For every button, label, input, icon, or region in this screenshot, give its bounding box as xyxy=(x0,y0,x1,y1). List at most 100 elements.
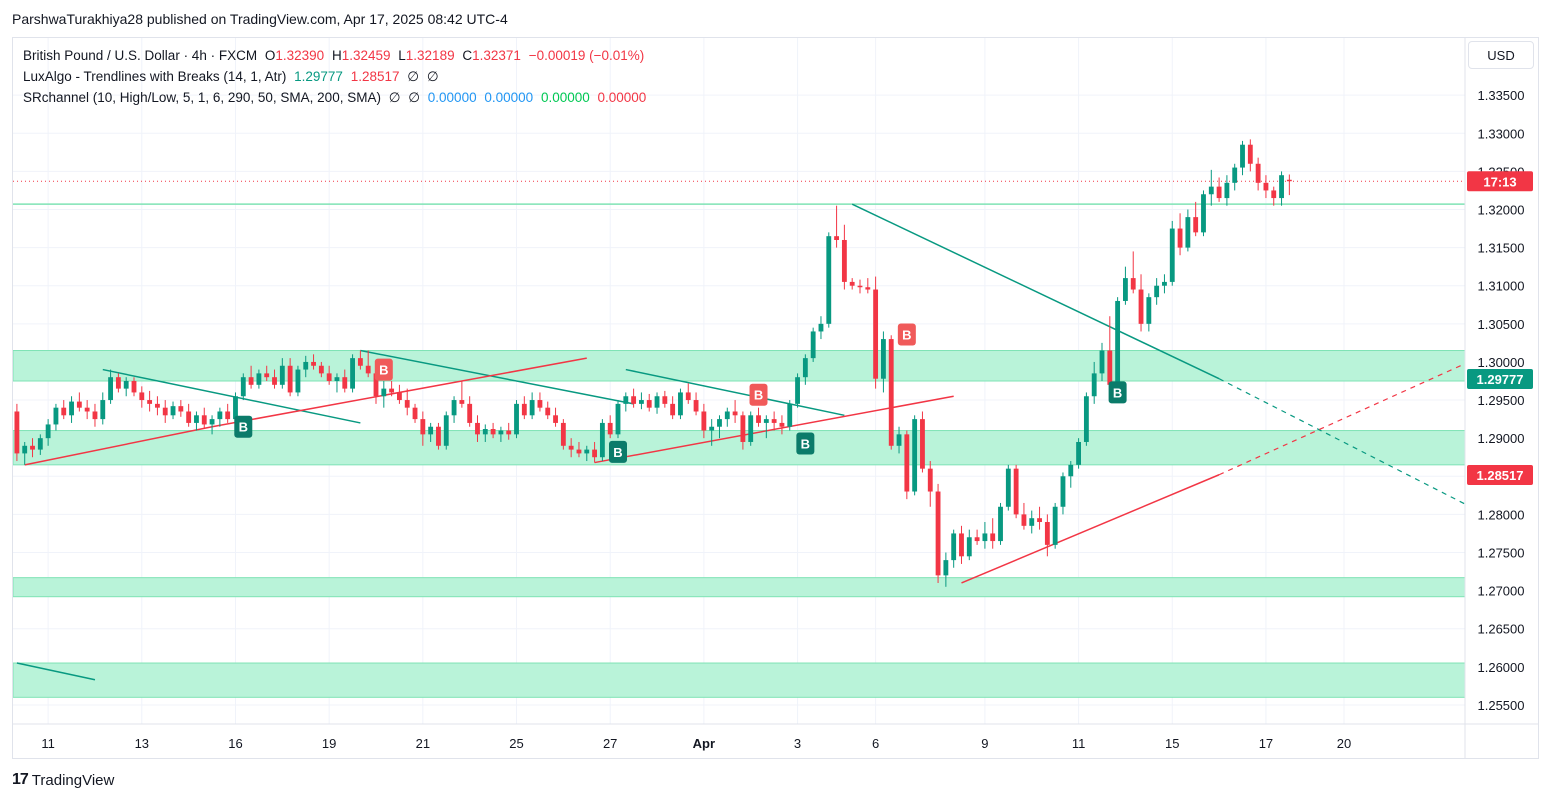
candle-body[interactable] xyxy=(1005,468,1011,507)
candle-body[interactable] xyxy=(537,400,543,408)
candle-body[interactable] xyxy=(982,533,988,542)
candle-body[interactable] xyxy=(428,426,434,435)
candle-body[interactable] xyxy=(1052,506,1058,545)
candle-body[interactable] xyxy=(693,400,699,412)
candle-body[interactable] xyxy=(100,400,106,420)
candle-body[interactable] xyxy=(631,396,637,404)
price-chart[interactable]: B B B B B B B 1.25500 1.26000 1.26500 1.27000 1.275… xyxy=(13,38,1538,758)
candle-body[interactable] xyxy=(1208,186,1214,195)
candle-body[interactable] xyxy=(451,400,457,416)
candle-body[interactable] xyxy=(592,449,598,458)
candle-body[interactable] xyxy=(357,358,363,366)
candle-body[interactable] xyxy=(76,401,82,408)
candle-body[interactable] xyxy=(506,430,512,435)
candle-body[interactable] xyxy=(990,533,996,542)
break-marker-down[interactable] xyxy=(374,358,393,381)
candle-body[interactable] xyxy=(30,445,35,450)
candle-body[interactable] xyxy=(701,411,707,431)
candle-body[interactable] xyxy=(873,289,879,379)
candle-body[interactable] xyxy=(22,445,28,454)
candle-body[interactable] xyxy=(1240,144,1245,168)
candle-body[interactable] xyxy=(162,407,168,416)
candle-body[interactable] xyxy=(1232,167,1238,183)
candle-body[interactable] xyxy=(514,403,519,435)
candle-body[interactable] xyxy=(178,406,184,412)
candle-body[interactable] xyxy=(670,403,676,416)
candle-body[interactable] xyxy=(1076,441,1082,465)
candle-body[interactable] xyxy=(490,429,496,435)
legend-srchannel-row[interactable]: SRchannel (10, High/Low, 5, 1, 6, 290, 5… xyxy=(23,87,650,108)
candle-body[interactable] xyxy=(920,419,925,469)
candle-body[interactable] xyxy=(147,400,153,404)
break-marker-up[interactable] xyxy=(609,440,627,463)
candle-body[interactable] xyxy=(1169,228,1175,282)
candle-body[interactable] xyxy=(279,365,285,385)
candle-body[interactable] xyxy=(131,381,137,393)
candle-body[interactable] xyxy=(108,377,114,401)
candle-body[interactable] xyxy=(646,400,652,408)
break-marker-down[interactable] xyxy=(897,323,916,346)
candle-body[interactable] xyxy=(888,339,894,446)
candle-body[interactable] xyxy=(225,411,231,420)
candle-body[interactable] xyxy=(217,411,223,420)
candle-body[interactable] xyxy=(1201,194,1206,233)
candle-body[interactable] xyxy=(350,358,356,389)
candle-body[interactable] xyxy=(904,434,910,492)
candle-body[interactable] xyxy=(521,403,527,416)
candle-body[interactable] xyxy=(287,365,293,393)
candle-body[interactable] xyxy=(248,377,254,385)
candle-body[interactable] xyxy=(779,422,785,427)
candle-body[interactable] xyxy=(389,388,395,393)
candle-body[interactable] xyxy=(654,396,660,408)
candle-body[interactable] xyxy=(966,537,972,557)
break-marker-up[interactable] xyxy=(1108,381,1127,404)
candle-body[interactable] xyxy=(201,415,207,425)
srchannel-name[interactable]: SRchannel (10, High/Low, 5, 1, 6, 290, 5… xyxy=(23,90,381,105)
candle-body[interactable] xyxy=(678,392,683,416)
candle-body[interactable] xyxy=(1162,281,1167,286)
luxalgo-name[interactable]: LuxAlgo - Trendlines with Breaks (14, 1,… xyxy=(23,69,287,84)
candle-body[interactable] xyxy=(194,415,199,423)
candle-body[interactable] xyxy=(1091,373,1097,397)
candle-body[interactable] xyxy=(1263,182,1269,191)
candle-body[interactable] xyxy=(685,392,691,401)
candle-body[interactable] xyxy=(443,415,449,446)
candle-body[interactable] xyxy=(412,407,418,420)
candle-body[interactable] xyxy=(436,426,441,446)
candle-body[interactable] xyxy=(810,331,816,359)
candle-body[interactable] xyxy=(1138,289,1144,324)
candle-body[interactable] xyxy=(1177,228,1183,248)
candle-body[interactable] xyxy=(92,411,98,420)
candle-body[interactable] xyxy=(880,339,886,379)
candle-body[interactable] xyxy=(943,560,949,576)
candle-body[interactable] xyxy=(927,468,933,492)
candle-body[interactable] xyxy=(1193,217,1199,233)
candle-body[interactable] xyxy=(959,533,964,557)
break-marker-up[interactable] xyxy=(234,415,253,438)
candle-body[interactable] xyxy=(373,373,379,397)
candle-body[interactable] xyxy=(709,426,715,431)
candle-body[interactable] xyxy=(1044,522,1050,545)
candle-body[interactable] xyxy=(638,400,644,404)
candle-body[interactable] xyxy=(170,406,176,416)
legend-symbol-row[interactable]: British Pound / U.S. Dollar · 4h · FXCM … xyxy=(23,45,650,66)
candle-body[interactable] xyxy=(740,415,746,442)
candle-body[interactable] xyxy=(272,377,277,385)
candle-body[interactable] xyxy=(1154,285,1160,298)
candle-body[interactable] xyxy=(896,434,902,446)
currency-button[interactable]: USD xyxy=(1468,41,1534,69)
candle-body[interactable] xyxy=(662,396,668,404)
candle-body[interactable] xyxy=(115,377,121,389)
break-marker-down[interactable] xyxy=(749,383,768,406)
candle-body[interactable] xyxy=(795,377,800,404)
candle-body[interactable] xyxy=(857,285,863,288)
candle-body[interactable] xyxy=(37,438,43,450)
candle-body[interactable] xyxy=(1060,476,1066,507)
candle-body[interactable] xyxy=(756,415,761,423)
candle-body[interactable] xyxy=(365,365,371,374)
candle-body[interactable] xyxy=(186,411,192,423)
candle-body[interactable] xyxy=(545,407,551,416)
candle-body[interactable] xyxy=(826,236,832,324)
candle-body[interactable] xyxy=(607,422,613,435)
candle-body[interactable] xyxy=(342,377,348,389)
